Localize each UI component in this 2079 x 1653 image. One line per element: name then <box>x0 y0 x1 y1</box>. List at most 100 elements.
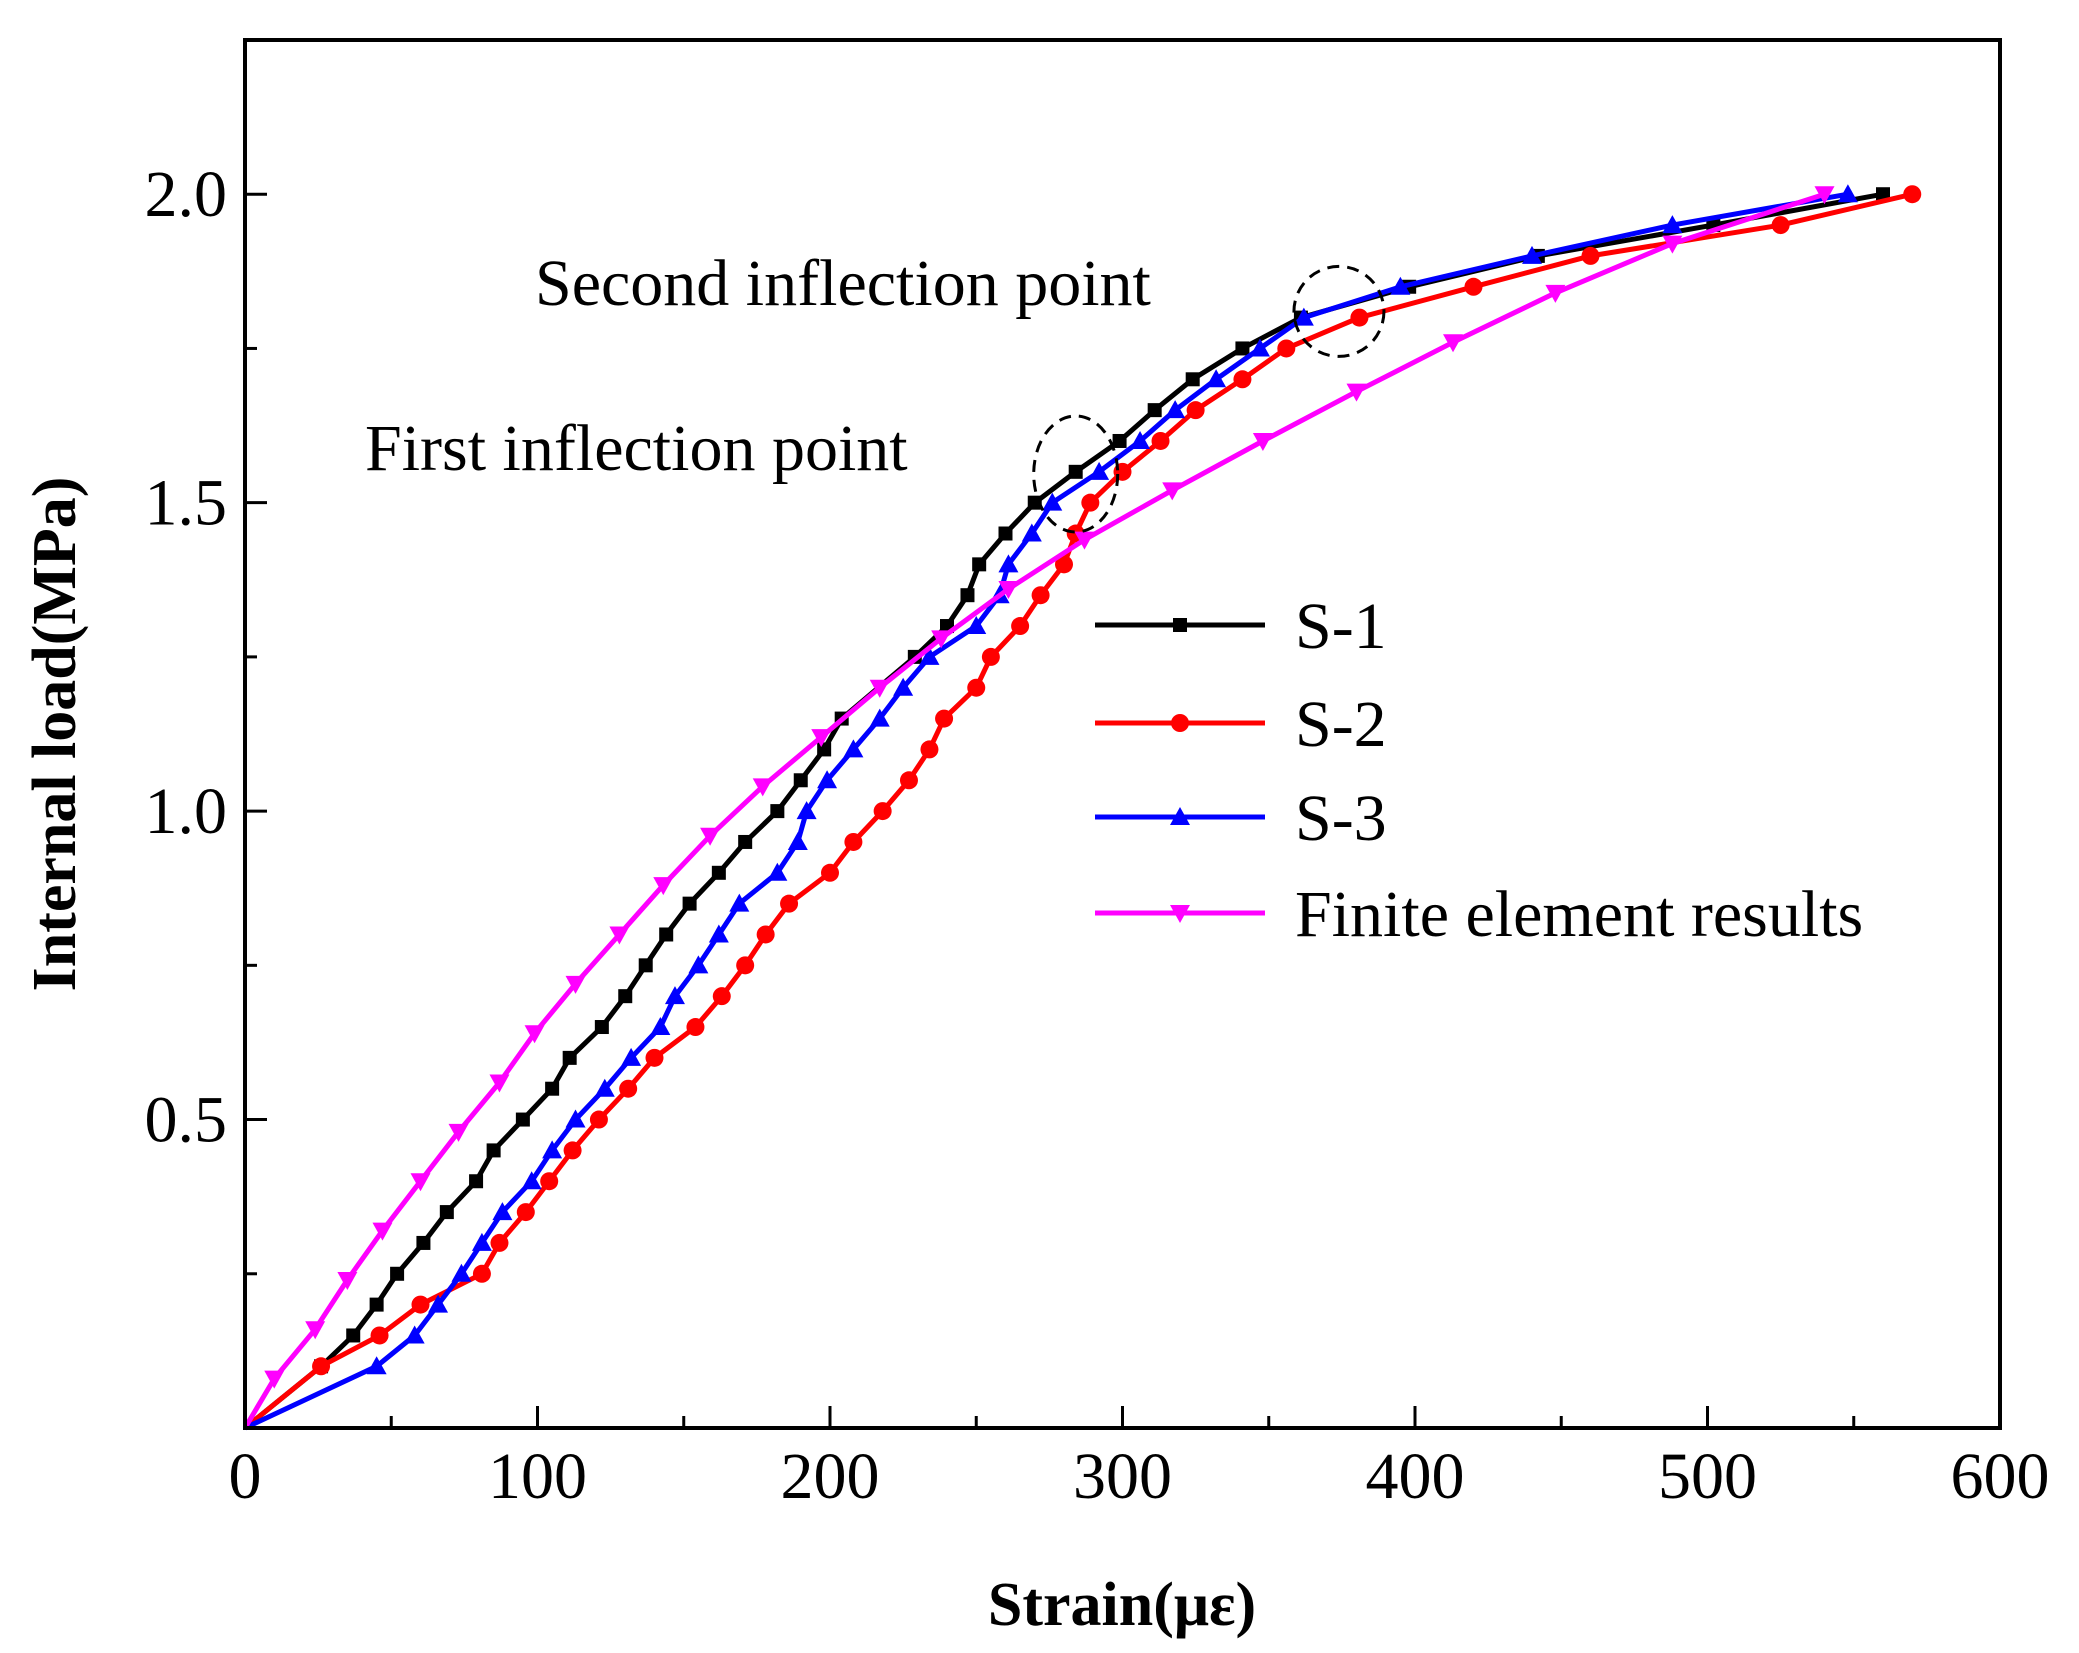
data-point <box>594 1020 609 1035</box>
data-point <box>960 588 975 603</box>
data-point <box>1162 482 1183 501</box>
data-point <box>1293 307 1314 326</box>
data-point <box>817 770 838 789</box>
data-point <box>843 739 864 758</box>
data-point <box>844 832 863 851</box>
data-point <box>404 1325 425 1344</box>
data-point <box>489 1074 510 1093</box>
data-point <box>1545 284 1566 303</box>
data-point <box>1055 555 1073 574</box>
data-point <box>1837 184 1858 203</box>
data-point <box>1081 493 1100 512</box>
data-point <box>540 1172 559 1191</box>
data-point <box>545 1081 560 1096</box>
data-point <box>619 1079 638 1098</box>
legend-item: S-1 <box>1095 590 1387 663</box>
data-point <box>305 1321 326 1340</box>
data-point <box>471 1232 492 1251</box>
data-point <box>1186 401 1205 420</box>
data-point <box>1814 186 1835 205</box>
data-point <box>645 1048 664 1067</box>
data-point <box>416 1235 431 1250</box>
data-point <box>700 827 721 846</box>
data-point <box>821 863 839 882</box>
data-point <box>920 740 939 759</box>
data-point <box>817 742 832 757</box>
data-point <box>1185 372 1200 387</box>
data-point <box>439 1205 454 1220</box>
data-point <box>793 773 808 788</box>
data-point <box>893 677 914 696</box>
data-point <box>411 1295 430 1314</box>
x-tick-label: 400 <box>1366 1440 1465 1513</box>
data-point <box>516 1203 535 1222</box>
data-point <box>1027 495 1042 510</box>
data-point <box>967 678 986 697</box>
data-point <box>1089 461 1110 480</box>
data-point <box>688 955 709 974</box>
data-point <box>492 1202 513 1221</box>
data-point <box>899 771 918 790</box>
annotation-layer: First inflection point Second inflection … <box>365 247 1386 534</box>
data-point <box>589 1110 608 1129</box>
legend-label: S-3 <box>1295 782 1387 855</box>
data-point <box>796 801 817 820</box>
data-point <box>650 1017 671 1036</box>
series-line-finite-element-results <box>242 191 1826 1430</box>
data-point <box>565 1109 586 1128</box>
data-point <box>448 1123 469 1142</box>
data-point <box>1130 430 1151 449</box>
data-point <box>1662 215 1683 234</box>
legend-marker <box>1173 618 1187 632</box>
data-point <box>811 729 832 748</box>
x-tick-label: 500 <box>1658 1440 1757 1513</box>
legend: S-1 S-2 S-3 Finite element results <box>1095 590 1863 951</box>
data-point <box>770 804 785 819</box>
data-point <box>264 1370 285 1389</box>
data-point <box>711 865 726 880</box>
data-point <box>972 557 987 572</box>
data-point <box>752 778 773 797</box>
x-tick-label: 300 <box>1073 1440 1172 1513</box>
data-point <box>653 877 674 896</box>
data-point <box>1903 185 1922 204</box>
data-point <box>1522 245 1542 264</box>
legend-label: S-2 <box>1295 688 1387 761</box>
data-point <box>372 1222 393 1241</box>
data-point <box>1233 370 1252 389</box>
data-point <box>337 1271 358 1290</box>
data-point <box>729 893 750 912</box>
data-point <box>1011 617 1030 636</box>
data-point <box>767 862 788 881</box>
data-point <box>736 956 755 975</box>
y-axis-title: Internal load(MPa) <box>21 477 89 992</box>
data-point <box>1346 383 1367 402</box>
data-point <box>369 1297 384 1312</box>
series-s-2 <box>243 185 1922 1430</box>
data-point <box>664 986 685 1005</box>
data-point <box>542 1140 563 1159</box>
data-point <box>998 554 1019 573</box>
data-point <box>621 1047 642 1066</box>
y-tick-label: 1.0 <box>145 775 228 848</box>
data-point <box>562 1050 577 1065</box>
y-tick-label: 0.5 <box>145 1084 228 1157</box>
series-layer <box>242 184 1922 1431</box>
data-point <box>428 1294 449 1313</box>
data-point <box>1771 216 1790 235</box>
data-point <box>708 924 729 943</box>
data-point <box>563 1141 582 1160</box>
data-point <box>609 926 630 945</box>
y-tick-label: 2.0 <box>145 158 228 231</box>
data-point <box>312 1357 331 1376</box>
inflection-marker <box>1032 414 1120 534</box>
data-point <box>998 581 1019 600</box>
data-point <box>787 831 808 850</box>
data-point <box>869 679 890 698</box>
data-point <box>1443 334 1464 353</box>
legend-item: S-2 <box>1095 688 1387 761</box>
data-point <box>738 834 753 849</box>
data-point <box>521 1171 542 1190</box>
legend-marker <box>1171 714 1189 732</box>
